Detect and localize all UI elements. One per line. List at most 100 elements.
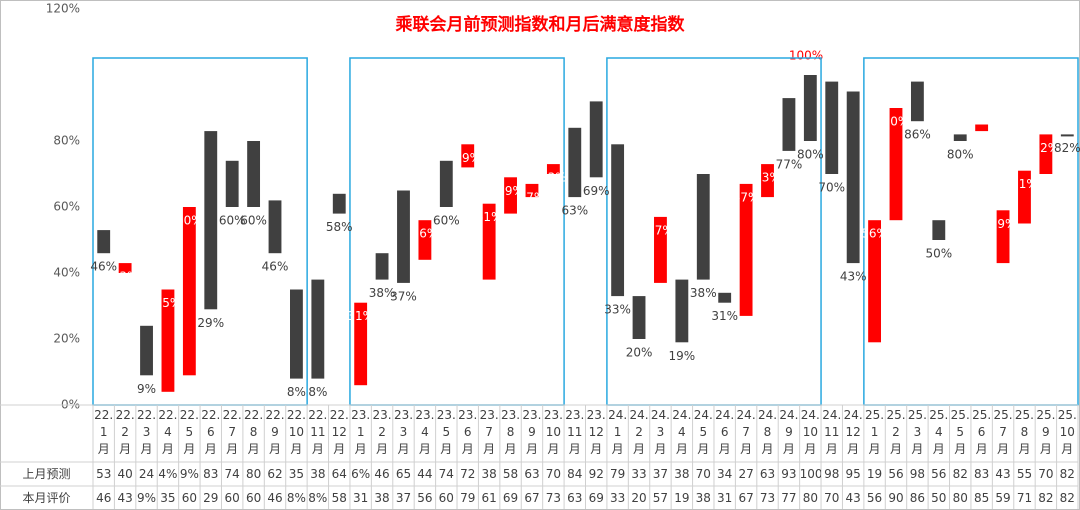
- table-cell: 67: [738, 491, 754, 505]
- bar: [1039, 134, 1053, 174]
- bar: [161, 289, 175, 392]
- table-cell: 35: [288, 467, 305, 481]
- x-tick-label: 23.9月: [522, 408, 542, 456]
- table-cell: 65: [395, 467, 412, 481]
- x-tick-label: 22.3月: [136, 408, 157, 456]
- bar: [696, 174, 710, 280]
- table-cell: 74: [438, 467, 454, 481]
- table-cell: 33: [609, 491, 626, 505]
- bar: [225, 160, 239, 207]
- table-cell: 9%: [179, 467, 199, 481]
- x-tick-label: 23.5月: [436, 408, 456, 456]
- bar: [825, 81, 839, 174]
- data-label: 59%: [990, 217, 1017, 231]
- data-label: 86%: [904, 128, 931, 142]
- table-cell: 85: [973, 491, 990, 505]
- table-cell: 98: [824, 467, 840, 481]
- table-cell: 20: [631, 491, 647, 505]
- x-tick-label: 25.7月: [993, 408, 1013, 456]
- table-cell: 93: [781, 467, 797, 481]
- bar: [932, 220, 946, 240]
- table-cell: 80: [802, 491, 818, 505]
- table-cell: 37: [395, 491, 412, 505]
- x-tick-label: 25.3月: [907, 408, 927, 456]
- bar: [654, 216, 667, 283]
- data-label: 71%: [1011, 177, 1038, 191]
- table-cell: 70: [695, 467, 711, 481]
- table-cell: 33: [631, 467, 647, 481]
- data-label: 67%: [519, 190, 546, 204]
- x-tick-label: 23.6月: [458, 408, 478, 456]
- data-label: 60%: [240, 214, 267, 228]
- table-cell: 67: [524, 491, 540, 505]
- bar: [504, 177, 517, 214]
- bar: [803, 75, 817, 141]
- data-label: 46%: [262, 260, 289, 274]
- table-cell: 40: [117, 467, 133, 481]
- data-label: 56%: [412, 227, 439, 241]
- table-cell: 9%: [136, 491, 157, 505]
- data-label: 31%: [711, 309, 738, 323]
- table-cell: 56: [931, 467, 947, 481]
- table-cell: 8%: [308, 491, 328, 505]
- x-tick-label: 24.10月: [800, 408, 820, 456]
- bar: [118, 263, 132, 273]
- table-cell: 70: [1038, 467, 1054, 481]
- bar: [418, 220, 432, 260]
- data-label: 70%: [818, 181, 845, 195]
- x-tick-label: 24.1月: [608, 408, 628, 456]
- x-tick-label: 23.10月: [543, 408, 563, 456]
- y-tick-label: 60%: [53, 200, 80, 214]
- table-cell: 74: [224, 467, 240, 481]
- bar: [482, 203, 496, 280]
- x-tick-label: 22.10月: [286, 408, 306, 456]
- x-tick-label: 25.1月: [865, 408, 885, 456]
- x-tick-label: 25.5月: [950, 408, 970, 456]
- data-label: 8%: [308, 385, 327, 399]
- bar: [182, 207, 196, 376]
- y-tick-label: 80%: [53, 134, 80, 148]
- bar: [868, 220, 881, 343]
- table-cell: 60: [224, 491, 240, 505]
- x-tick-label: 22.5月: [179, 408, 199, 456]
- table-cell: 69: [502, 491, 519, 505]
- table-cell: 38: [374, 491, 390, 505]
- data-label: 69%: [583, 184, 610, 198]
- bar: [546, 164, 560, 174]
- data-label: 79%: [454, 151, 481, 165]
- table-cell: 63: [759, 467, 776, 481]
- table-cell: 60: [181, 491, 197, 505]
- x-tick-label: 22.4月: [158, 408, 178, 456]
- table-cell: 19: [866, 467, 883, 481]
- bar: [354, 302, 368, 386]
- x-tick-label: 25.9月: [1036, 408, 1056, 456]
- data-label: 61%: [476, 210, 503, 224]
- x-tick-label: 24.3月: [650, 408, 670, 456]
- data-label: 38%: [369, 286, 396, 300]
- x-tick-label: 25.6月: [972, 408, 992, 456]
- bar: [97, 230, 111, 254]
- table-cell: 46: [96, 491, 112, 505]
- x-tick-label: 24.8月: [757, 408, 778, 456]
- table-cell: 35: [160, 491, 176, 505]
- bar: [718, 292, 732, 303]
- table-cell: 56: [888, 467, 904, 481]
- x-tick-label: 24.5月: [693, 408, 713, 456]
- data-label: 46%: [90, 260, 117, 274]
- table-cell: 38: [674, 467, 690, 481]
- data-label: 60%: [176, 214, 203, 228]
- data-label: 63%: [561, 204, 588, 218]
- data-label: 37%: [390, 289, 417, 303]
- data-label: 29%: [197, 316, 224, 330]
- data-label: 19%: [669, 349, 696, 363]
- x-tick-label: 22.12月: [329, 408, 349, 456]
- data-label: 58%: [326, 220, 353, 234]
- data-label: 43%: [840, 270, 867, 284]
- data-label: 43%: [112, 270, 139, 284]
- table-cell: 90: [888, 491, 904, 505]
- table-cell: 38: [695, 491, 711, 505]
- table-cell: 64: [331, 467, 347, 481]
- data-label: 33%: [604, 303, 631, 317]
- bar: [311, 279, 325, 379]
- table-cell: 63: [524, 467, 540, 481]
